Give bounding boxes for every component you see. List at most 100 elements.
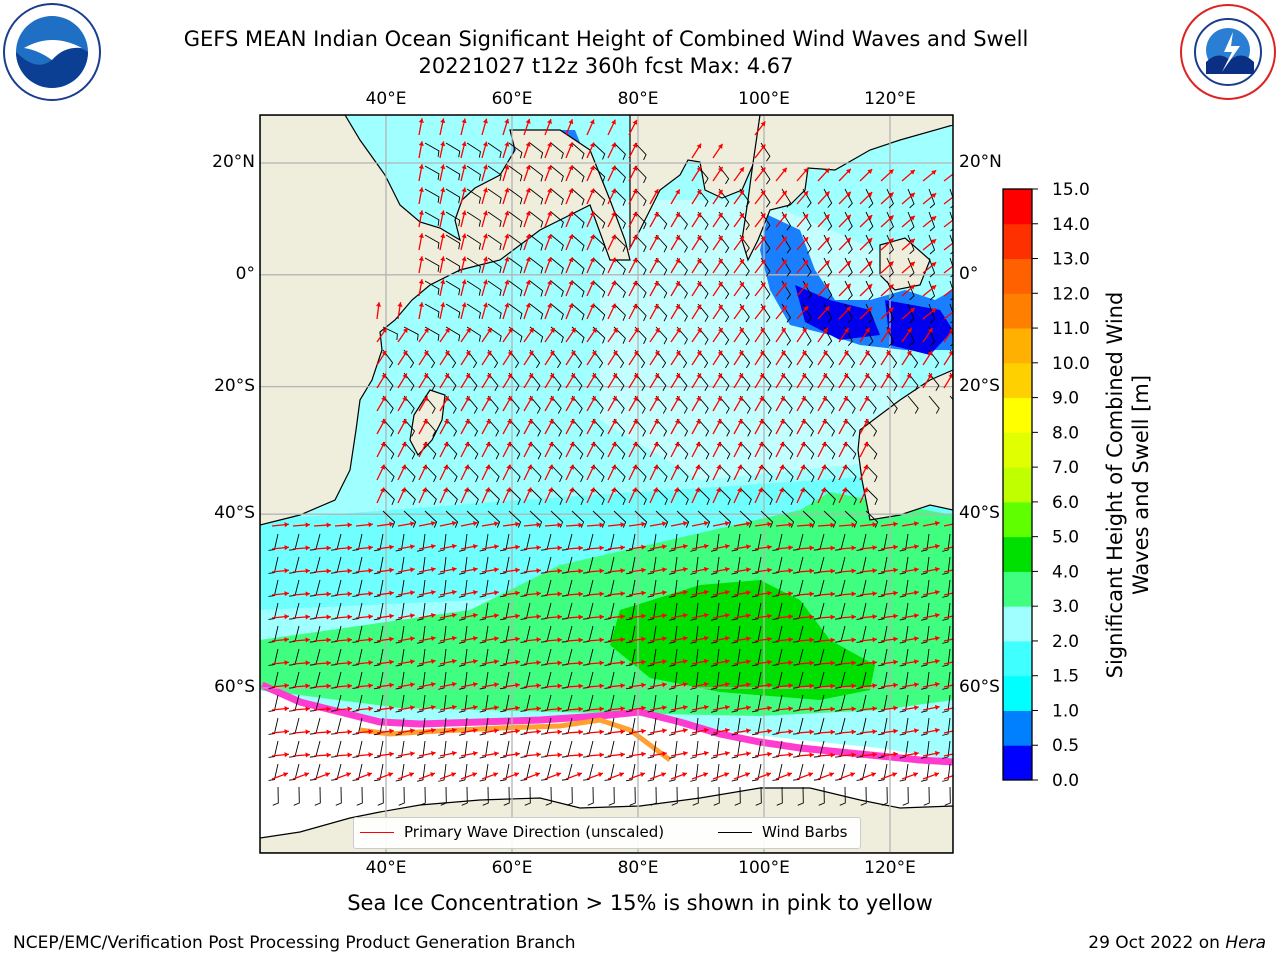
wave-arrow-head [809, 683, 814, 689]
wave-arrow-head [549, 396, 554, 402]
wind-barb [335, 786, 342, 806]
wave-arrow-head [822, 373, 827, 379]
wave-arrow-head [830, 752, 835, 758]
wind-barb [647, 533, 657, 552]
wind-barb [529, 165, 544, 182]
wind-barb [520, 740, 531, 758]
wind-barb [676, 280, 688, 299]
wave-arrow-head [484, 487, 490, 493]
wind-barb [487, 234, 502, 250]
wave-arrow-head [528, 373, 533, 379]
wave-arrow-head [956, 636, 961, 641]
wave-arrow-head [851, 683, 856, 689]
wind-barb [293, 786, 300, 806]
wind-barb [669, 694, 678, 713]
wave-arrow-head [801, 373, 806, 379]
wave-arrow-head [803, 306, 809, 312]
wave-arrow-head [536, 706, 541, 712]
wave-arrow-head [653, 304, 659, 310]
wave-arrow-head [599, 706, 604, 712]
wave-arrow-head [675, 212, 680, 218]
wind-barb [352, 648, 363, 666]
colorbar-tick-label: 1.5 [1052, 667, 1079, 687]
wind-barb [459, 648, 468, 667]
wind-barb [710, 579, 720, 598]
wave-arrow-head [493, 772, 498, 778]
wind-barb [529, 510, 543, 528]
wind-barb [592, 349, 604, 369]
wind-barb [760, 441, 773, 460]
wind-barb [592, 441, 605, 460]
wind-barb [647, 671, 657, 690]
wind-barb [755, 786, 762, 806]
wind-barb [835, 602, 846, 620]
lat-tick-right: 20°N [959, 152, 1002, 172]
wave-arrow-head [788, 752, 793, 758]
wave-arrow-head [888, 169, 894, 175]
wave-arrow-head [914, 567, 919, 573]
wave-arrow-head [934, 566, 940, 572]
wind-barb [647, 625, 657, 644]
wave-arrow-head [824, 191, 830, 197]
lon-tick-top: 40°E [365, 89, 407, 109]
colorbar-frame [1002, 188, 1033, 781]
wind-barb [571, 441, 584, 460]
wind-barb [942, 625, 951, 644]
wave-arrow-head [568, 188, 574, 194]
colorbar-segment [1003, 189, 1032, 225]
wind-barb [856, 740, 867, 758]
wind-barb [550, 188, 564, 206]
wind-barb [417, 717, 426, 736]
wind-barb [403, 349, 415, 369]
wave-arrow-head [809, 660, 814, 666]
wave-arrow-head [494, 544, 499, 550]
wave-arrow-head [548, 419, 554, 425]
wind-barb [856, 625, 867, 643]
wind-barb [928, 257, 936, 278]
wind-barb [772, 602, 783, 620]
wave-arrow-head [745, 772, 750, 778]
wind-barb [268, 556, 279, 574]
wave-arrow-head [451, 772, 456, 778]
wave-arrow-head [376, 302, 382, 307]
wave-arrow-head [781, 327, 786, 333]
wind-barb [629, 786, 636, 806]
wave-arrow-head [418, 279, 424, 284]
wind-barb [479, 763, 489, 782]
wind-barb [613, 349, 625, 369]
wind-barb [865, 441, 878, 460]
wave-arrow-head [528, 350, 534, 356]
wave-arrow-head [675, 373, 680, 379]
wave-arrow-head [676, 327, 681, 333]
wave-arrow-head [569, 419, 575, 425]
wave-arrow-head [641, 728, 646, 734]
wind-barb [424, 234, 440, 249]
wave-arrow-head [780, 373, 785, 379]
wave-arrow-head [305, 683, 310, 689]
wave-arrow-head [716, 441, 722, 447]
wind-barb [835, 579, 846, 597]
wave-arrow-head [304, 772, 309, 778]
wave-arrow-head [611, 142, 616, 148]
wave-arrow-head [779, 419, 785, 425]
wind-barb [529, 418, 542, 437]
wave-arrow-head [909, 215, 915, 221]
lon-tick-bottom: 40°E [365, 858, 407, 878]
wave-arrow-head [779, 464, 784, 470]
wave-arrow-head [801, 350, 807, 356]
wind-barb [942, 579, 951, 598]
wind-barb [487, 280, 502, 296]
wind-barb [655, 349, 667, 369]
wave-arrow-head [347, 522, 352, 528]
wave-arrow-head [430, 727, 436, 733]
wind-barb [529, 280, 544, 297]
wave-arrow-head [703, 520, 709, 526]
wind-barb [592, 464, 605, 483]
wave-arrow-head [703, 658, 709, 664]
wind-barb [604, 602, 615, 620]
wave-arrow-head [430, 772, 435, 778]
wave-arrow-head [326, 522, 331, 528]
wind-barb [479, 648, 489, 667]
wave-arrow-head [550, 327, 555, 333]
wave-arrow-head [451, 681, 457, 687]
